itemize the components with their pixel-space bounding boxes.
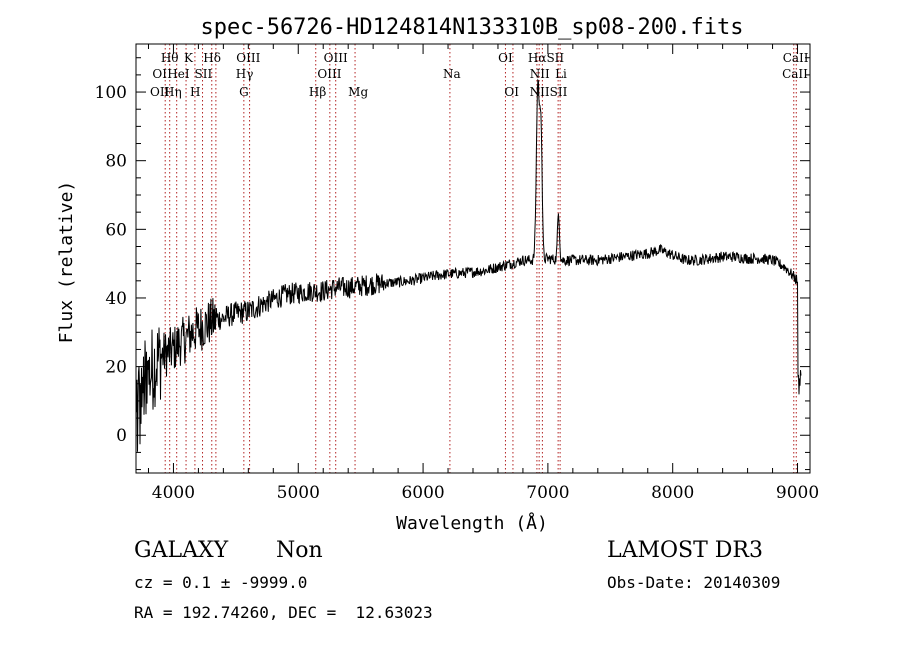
y-tick-label: 60 bbox=[105, 220, 127, 240]
y-axis: 0 20 40 60 80 100 bbox=[95, 57, 810, 471]
spectral-line-label: SII bbox=[195, 67, 213, 81]
spectral-line-label: OI bbox=[152, 67, 167, 81]
spectral-line-label: K bbox=[184, 51, 194, 65]
x-axis: 4000 5000 6000 7000 8000 9000 bbox=[147, 44, 819, 503]
object-subclass: Non bbox=[276, 538, 323, 563]
spectral-line-label: HeI bbox=[167, 67, 190, 81]
spectral-line-label: Hθ bbox=[161, 51, 179, 65]
spectral-line-label: Hδ bbox=[203, 51, 221, 65]
y-tick-label: 80 bbox=[105, 152, 127, 172]
spectral-line-label: OIII bbox=[236, 51, 260, 65]
spectral-line-label: CaII bbox=[783, 51, 809, 65]
spectral-line-label: Hη bbox=[164, 85, 182, 99]
spectral-line-markers bbox=[164, 44, 797, 473]
spectral-line-label: H bbox=[190, 85, 200, 99]
spectral-line-label: G bbox=[239, 85, 249, 99]
redshift-readout: cz = 0.1 ± -9999.0 bbox=[134, 573, 308, 592]
y-tick-label: 20 bbox=[105, 358, 127, 378]
spectral-line-label: Li bbox=[555, 67, 567, 81]
survey-name: LAMOST DR3 bbox=[607, 538, 763, 563]
object-class: GALAXY bbox=[134, 538, 229, 563]
spectral-line-label: OI bbox=[504, 85, 519, 99]
x-tick-label: 8000 bbox=[651, 483, 694, 503]
flux-series-line bbox=[135, 78, 802, 452]
x-tick-label: 9000 bbox=[776, 483, 819, 503]
spectral-line-label: Mg bbox=[348, 85, 368, 99]
spectral-line-label: OIII bbox=[317, 67, 341, 81]
x-tick-label: 5000 bbox=[277, 483, 320, 503]
spectral-line-label: HαSII bbox=[528, 51, 565, 65]
spectral-line-label: Na bbox=[443, 67, 461, 81]
y-tick-label: 100 bbox=[95, 83, 127, 103]
spectral-line-label: OI bbox=[498, 51, 513, 65]
y-tick-label: 0 bbox=[116, 426, 127, 446]
spectral-line-label: NIISII bbox=[530, 85, 568, 99]
spectral-line-label: Hβ bbox=[309, 85, 326, 99]
spectral-line-label: Hγ bbox=[236, 67, 254, 81]
chart-title: spec-56726-HD124814N133310B_sp08-200.fit… bbox=[200, 15, 743, 40]
coordinates-readout: RA = 192.74260, DEC = 12.63023 bbox=[134, 603, 433, 622]
x-axis-label: Wavelength (Å) bbox=[396, 512, 548, 534]
spectral-line-label: OIII bbox=[324, 51, 348, 65]
x-tick-label: 6000 bbox=[401, 483, 444, 503]
observation-date: Obs-Date: 20140309 bbox=[607, 573, 781, 592]
spectral-line-label: NII bbox=[530, 67, 550, 81]
x-tick-label: 4000 bbox=[152, 483, 195, 503]
y-tick-label: 40 bbox=[105, 289, 127, 309]
spectral-line-label: CaII bbox=[782, 67, 808, 81]
spectral-line-label: OII bbox=[150, 85, 170, 99]
y-axis-label: Flux (relative) bbox=[56, 181, 77, 344]
x-tick-label: 7000 bbox=[526, 483, 569, 503]
